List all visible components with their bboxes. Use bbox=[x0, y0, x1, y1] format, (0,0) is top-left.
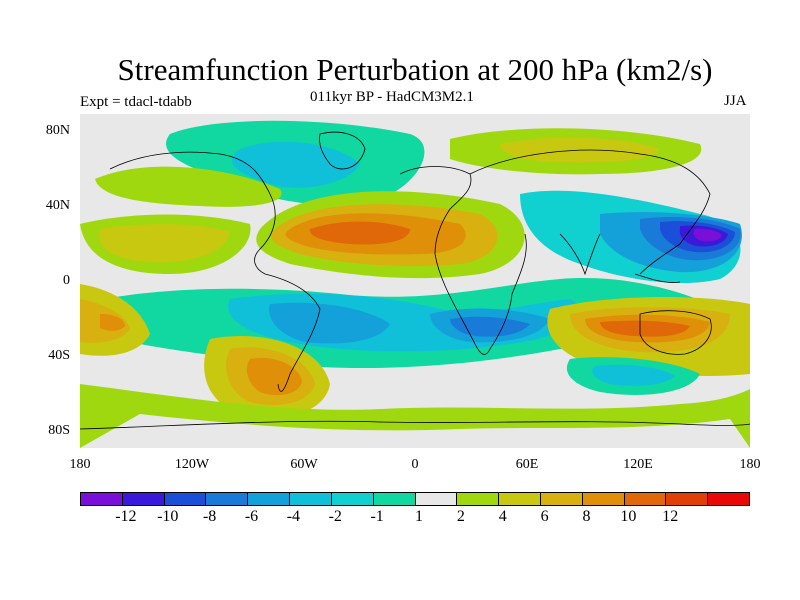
experiment-label: Expt = tdacl-tdabb bbox=[80, 94, 192, 110]
lon-label-120e: 120E bbox=[623, 457, 653, 472]
lat-label-40n: 40N bbox=[45, 198, 70, 213]
colorbar-label-10: 6 bbox=[540, 508, 549, 525]
colorbar-cell-7 bbox=[373, 493, 416, 505]
colorbar-label-1: -10 bbox=[157, 508, 179, 525]
lon-label-60e: 60E bbox=[515, 457, 539, 472]
colorbar-label-3: -6 bbox=[244, 508, 259, 525]
coastlines bbox=[80, 131, 750, 430]
colorbar-cell-4 bbox=[248, 493, 291, 505]
colorbar-label-6: -1 bbox=[370, 508, 384, 525]
colorbar-label-4: -4 bbox=[286, 508, 301, 525]
colorbar-label-0: -12 bbox=[115, 508, 137, 525]
colorbar-cell-15 bbox=[708, 493, 749, 505]
streamfunction-map bbox=[80, 114, 750, 448]
colorbar-label-5: -2 bbox=[328, 508, 342, 525]
colorbar-cell-6 bbox=[331, 493, 374, 505]
colorbar bbox=[80, 492, 750, 506]
lat-label-40s: 40S bbox=[48, 348, 70, 363]
colorbar-label-7: 1 bbox=[415, 508, 423, 525]
colorbar-label-9: 4 bbox=[498, 508, 507, 525]
colorbar-cell-13 bbox=[624, 493, 667, 505]
colorbar-cell-8 bbox=[415, 493, 458, 505]
colorbar-cell-3 bbox=[206, 493, 249, 505]
chart-title: Streamfunction Perturbation at 200 hPa (… bbox=[117, 52, 713, 87]
colorbar-cell-5 bbox=[290, 493, 332, 505]
lon-label-120w: 120W bbox=[174, 457, 210, 472]
contour-fields bbox=[80, 120, 750, 448]
colorbar-label-2: -8 bbox=[202, 508, 217, 525]
colorbar-cell-10 bbox=[499, 493, 541, 505]
colorbar-label-11: 8 bbox=[582, 508, 591, 525]
lat-label-80s: 80S bbox=[48, 423, 70, 438]
colorbar-cell-9 bbox=[457, 493, 500, 505]
colorbar-cell-12 bbox=[582, 493, 625, 505]
chart-subtitle: 011kyr BP - HadCM3M2.1 bbox=[310, 89, 474, 105]
colorbar-cell-11 bbox=[540, 493, 583, 505]
colorbar-cell-0 bbox=[81, 493, 123, 505]
colorbar-label-8: 2 bbox=[456, 508, 465, 525]
colorbar-cell-2 bbox=[164, 493, 207, 505]
colorbar-label-12: 10 bbox=[620, 508, 637, 525]
lon-label-0: 0 bbox=[411, 457, 419, 472]
colorbar-cell-1 bbox=[122, 493, 165, 505]
colorbar-label-13: 12 bbox=[662, 508, 679, 525]
lat-label-80n: 80N bbox=[45, 123, 70, 138]
season-label: JJA bbox=[724, 93, 747, 109]
lon-label-180e: 180 bbox=[739, 457, 761, 472]
lon-label-180w: 180 bbox=[69, 457, 91, 472]
lat-label-0: 0 bbox=[63, 273, 70, 288]
lon-label-60w: 60W bbox=[290, 457, 318, 472]
colorbar-cell-14 bbox=[666, 493, 709, 505]
